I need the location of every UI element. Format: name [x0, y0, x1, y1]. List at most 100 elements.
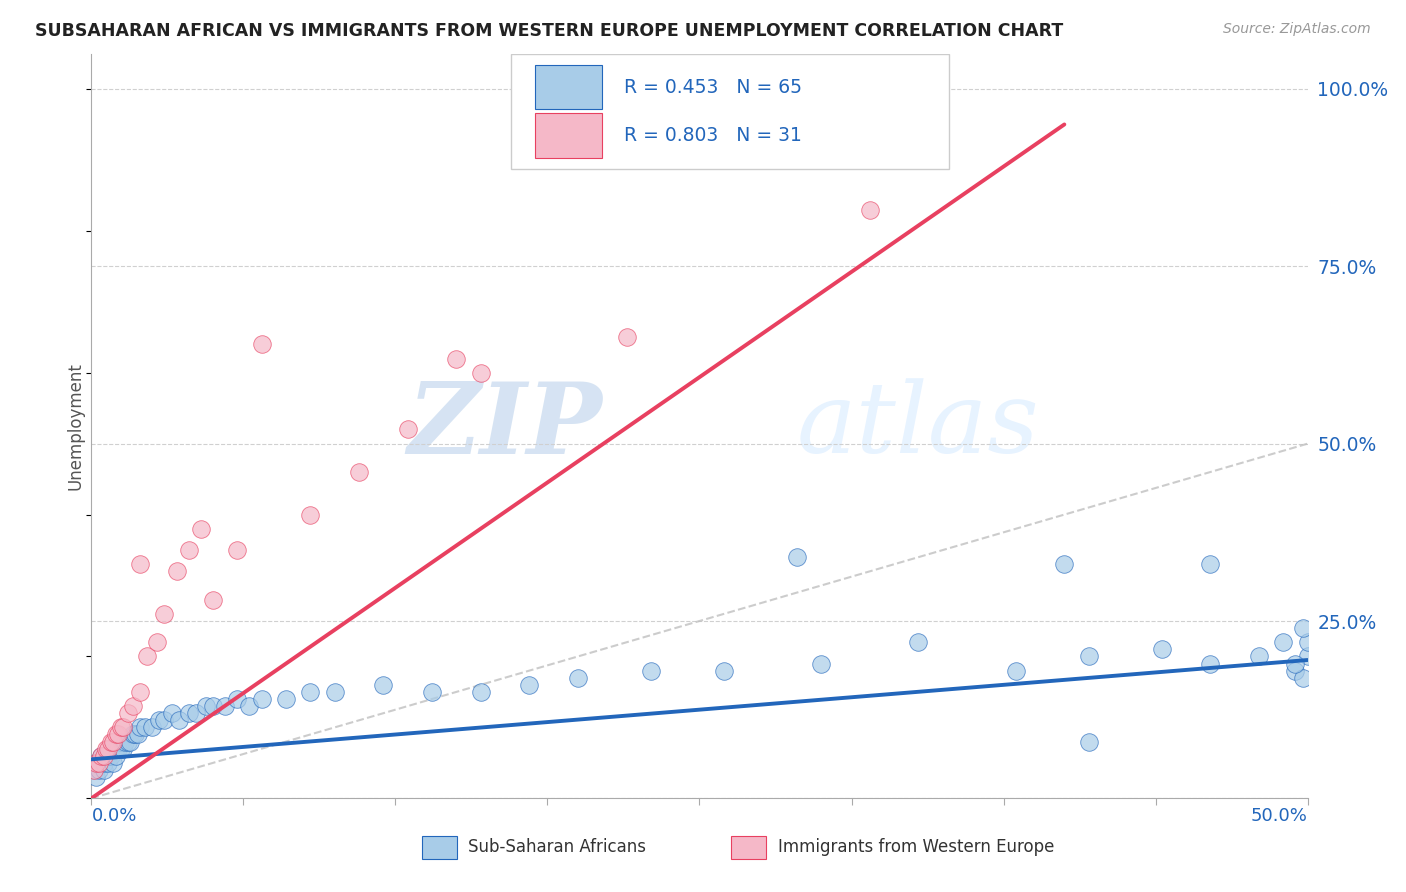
Text: 0.0%: 0.0% — [91, 807, 136, 825]
Point — [124, 727, 146, 741]
Point — [93, 748, 115, 763]
Point — [110, 734, 132, 748]
Point — [810, 657, 832, 671]
Text: 50.0%: 50.0% — [1251, 807, 1308, 825]
Point — [177, 543, 200, 558]
Point — [567, 671, 589, 685]
Point — [103, 756, 125, 770]
Text: R = 0.453   N = 65: R = 0.453 N = 65 — [624, 78, 801, 96]
Point — [111, 720, 134, 734]
Point — [214, 699, 236, 714]
Point — [110, 741, 132, 756]
Point — [87, 756, 110, 770]
Point — [1053, 558, 1076, 572]
Point — [167, 714, 190, 728]
Point — [104, 748, 127, 763]
Point — [250, 337, 273, 351]
Point — [202, 699, 225, 714]
Point — [103, 734, 125, 748]
Text: Immigrants from Western Europe: Immigrants from Western Europe — [778, 838, 1054, 856]
Point — [1296, 635, 1319, 649]
Point — [1284, 657, 1306, 671]
Text: Source: ZipAtlas.com: Source: ZipAtlas.com — [1223, 22, 1371, 37]
Point — [94, 741, 117, 756]
Point — [97, 741, 120, 756]
Point — [1247, 649, 1270, 664]
Point — [238, 699, 260, 714]
Point — [121, 699, 143, 714]
Point — [129, 685, 152, 699]
Point — [120, 734, 142, 748]
Point — [148, 714, 170, 728]
FancyBboxPatch shape — [510, 54, 949, 169]
Point — [347, 465, 370, 479]
Point — [153, 714, 176, 728]
Point — [107, 727, 129, 741]
Bar — [536, 65, 602, 110]
Bar — [536, 113, 602, 158]
Point — [94, 748, 117, 763]
Point — [907, 635, 929, 649]
Point — [1292, 671, 1315, 685]
Point — [1199, 657, 1222, 671]
Point — [90, 748, 112, 763]
Point — [93, 756, 115, 770]
Point — [1004, 664, 1026, 678]
Point — [87, 756, 110, 770]
Text: atlas: atlas — [797, 378, 1039, 474]
Text: ZIP: ZIP — [408, 377, 602, 475]
Point — [373, 678, 395, 692]
Point — [114, 734, 136, 748]
Point — [97, 756, 120, 770]
Point — [129, 558, 152, 572]
Point — [117, 734, 139, 748]
Point — [444, 351, 467, 366]
Point — [470, 685, 492, 699]
Text: R = 0.803   N = 31: R = 0.803 N = 31 — [624, 126, 801, 145]
Point — [117, 706, 139, 721]
Point — [111, 741, 134, 756]
Point — [84, 756, 107, 770]
Point — [420, 685, 443, 699]
Text: Sub-Saharan Africans: Sub-Saharan Africans — [468, 838, 647, 856]
Point — [299, 685, 322, 699]
Point — [84, 756, 107, 770]
Point — [166, 565, 188, 579]
Point — [104, 741, 127, 756]
Point — [274, 692, 297, 706]
Point — [640, 664, 662, 678]
Point — [470, 366, 492, 380]
Point — [250, 692, 273, 706]
Point — [107, 741, 129, 756]
Point — [786, 550, 808, 565]
Point — [100, 734, 122, 748]
Point — [1284, 664, 1306, 678]
Point — [141, 720, 163, 734]
Point — [129, 720, 152, 734]
Point — [93, 763, 115, 777]
Point — [1150, 642, 1173, 657]
Point — [121, 727, 143, 741]
Point — [160, 706, 183, 721]
Point — [134, 720, 156, 734]
Point — [202, 592, 225, 607]
Y-axis label: Unemployment: Unemployment — [66, 362, 84, 490]
Point — [907, 75, 929, 89]
Point — [83, 763, 105, 777]
Point — [100, 748, 122, 763]
Point — [1272, 635, 1295, 649]
Point — [177, 706, 200, 721]
Point — [146, 635, 169, 649]
Point — [323, 685, 346, 699]
Point — [127, 727, 149, 741]
Point — [110, 720, 132, 734]
Point — [226, 692, 249, 706]
Point — [859, 202, 882, 217]
Point — [84, 770, 107, 784]
Point — [104, 727, 127, 741]
Point — [90, 748, 112, 763]
Point — [184, 706, 207, 721]
Point — [1292, 621, 1315, 635]
Point — [713, 664, 735, 678]
Point — [299, 508, 322, 522]
